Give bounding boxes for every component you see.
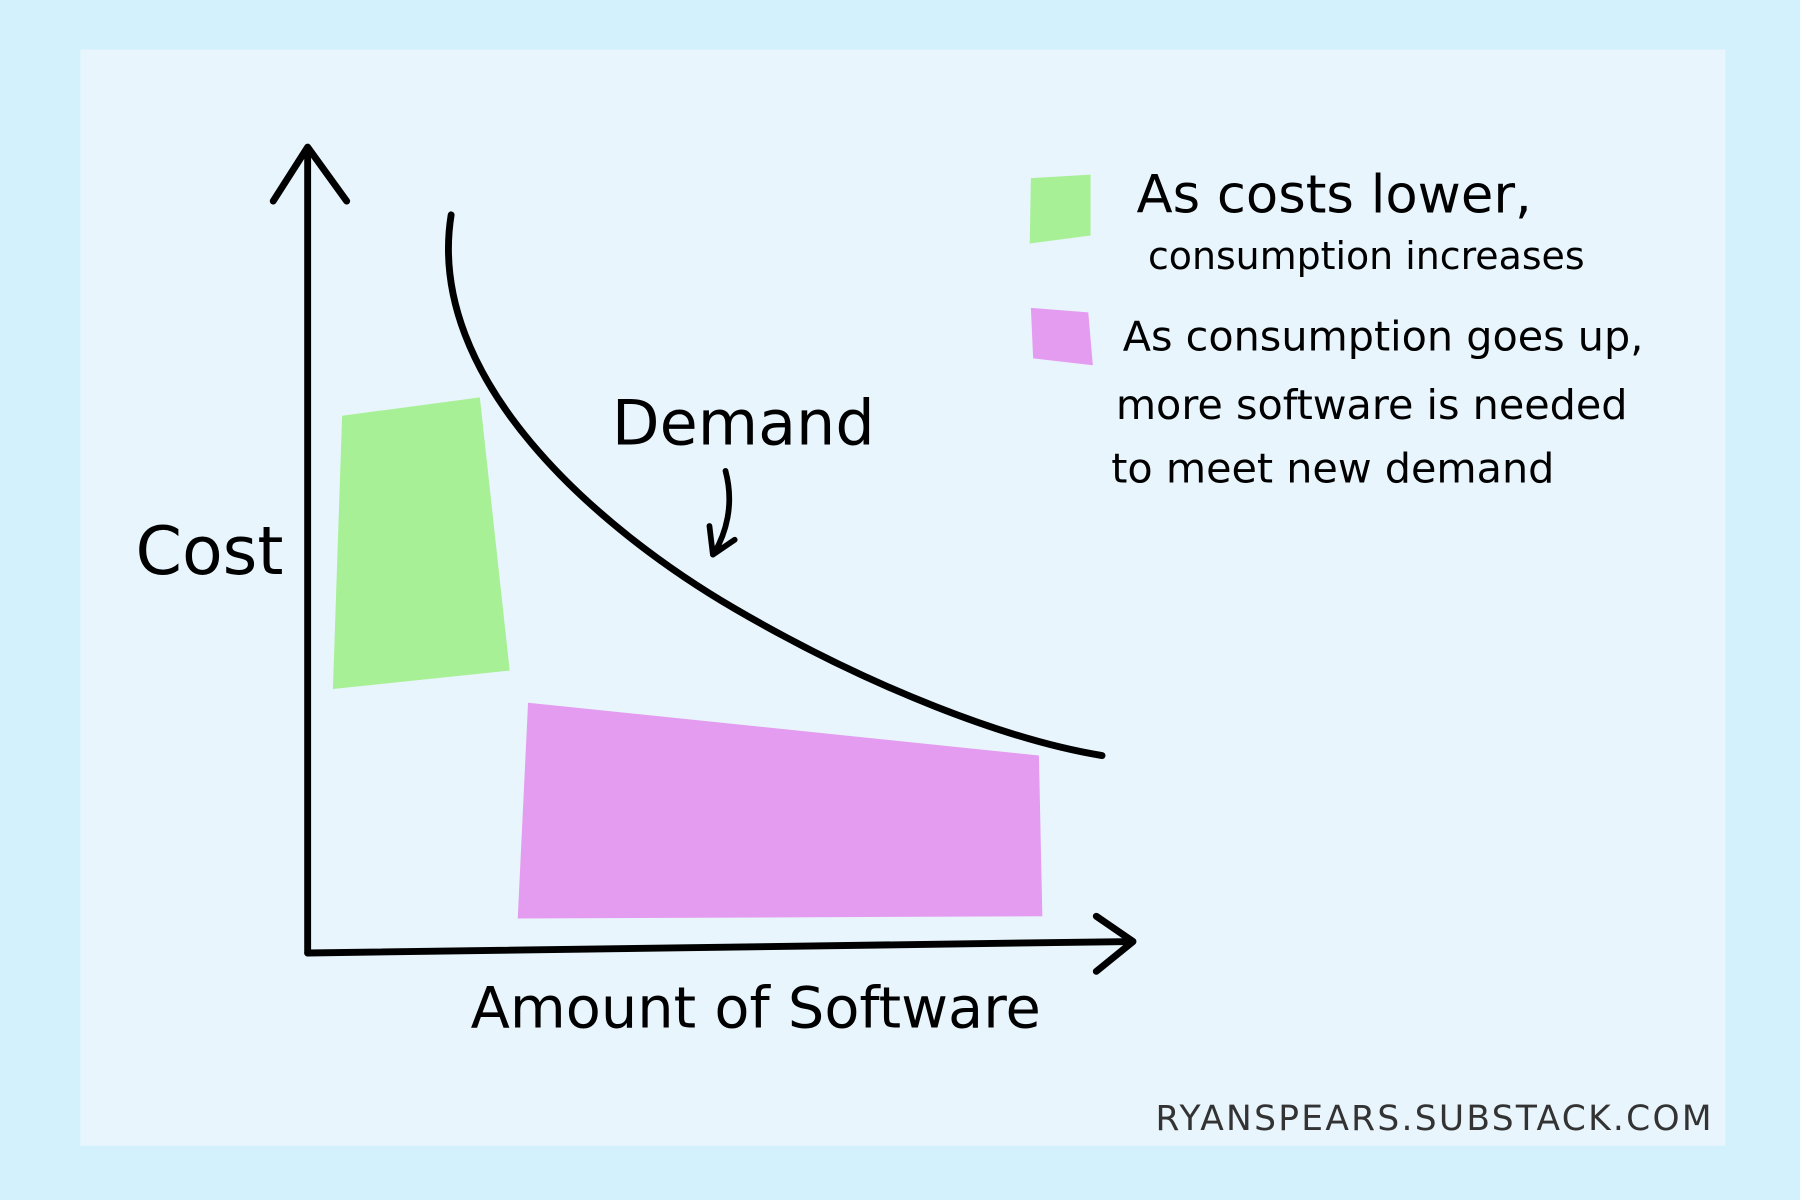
demand-curve	[445, 211, 1106, 759]
legend-text: consumption increases	[1148, 234, 1585, 278]
legend-swatch	[1029, 174, 1091, 244]
y-axis-arrow	[269, 143, 351, 205]
cost-region	[332, 397, 510, 689]
legend-text: As costs lower,	[1136, 165, 1531, 226]
legend: As costs lower, consumption increases As c…	[1029, 165, 1644, 492]
x-axis-arrow	[1092, 912, 1137, 975]
legend-text: As consumption goes up,	[1123, 312, 1644, 360]
x-axis	[304, 938, 1135, 957]
legend-text: more software is needed	[1116, 381, 1628, 429]
y-axis-label: Cost	[135, 512, 283, 590]
curve-label: Demand	[612, 386, 875, 459]
demand-arrow	[706, 467, 738, 558]
x-axis-label: Amount of Software	[471, 975, 1041, 1042]
legend-swatch	[1030, 307, 1093, 366]
credit: RYANSPEARS.SUBSTACK.COM	[1156, 1099, 1714, 1139]
legend-text: to meet new demand	[1111, 444, 1554, 492]
amount-region	[517, 702, 1043, 919]
